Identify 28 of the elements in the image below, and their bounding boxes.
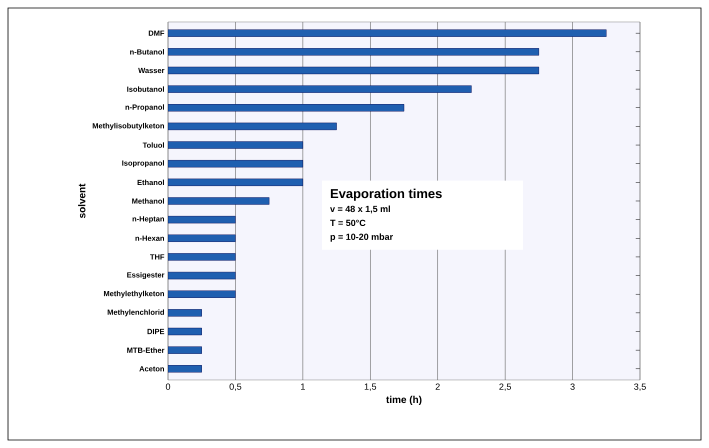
bar xyxy=(168,160,304,168)
x-tick-label: 0 xyxy=(166,384,170,390)
bar xyxy=(168,178,304,186)
bar xyxy=(168,290,236,298)
bar xyxy=(168,216,236,224)
x-tick-label: 2 xyxy=(436,384,440,390)
bar xyxy=(168,48,540,56)
x-tick-label: 0,5 xyxy=(230,384,242,391)
x-tick-label: 1,5 xyxy=(364,384,376,391)
bar xyxy=(168,253,236,261)
x-tick-label: 1 xyxy=(301,384,305,390)
annotation: v = 48 x 1,5 ml xyxy=(330,206,390,214)
bar xyxy=(168,365,202,372)
bar xyxy=(168,85,472,93)
bar xyxy=(168,346,202,354)
x-tick-label: 3 xyxy=(570,384,575,390)
bar xyxy=(168,234,236,242)
bar xyxy=(168,309,202,317)
bar xyxy=(168,29,606,37)
annotation: T = 50°C xyxy=(330,220,366,226)
annotation: p = 10-20 mbar xyxy=(330,233,393,242)
x-tick-label: 2,5 xyxy=(499,384,512,391)
bar xyxy=(168,122,337,130)
bar xyxy=(168,104,404,112)
x-tick-label: 3,5 xyxy=(634,384,646,391)
y-axis-title: solvent xyxy=(78,184,86,218)
x-axis-title: time (h) xyxy=(386,396,422,406)
annotation: Evaporation times xyxy=(330,188,442,201)
